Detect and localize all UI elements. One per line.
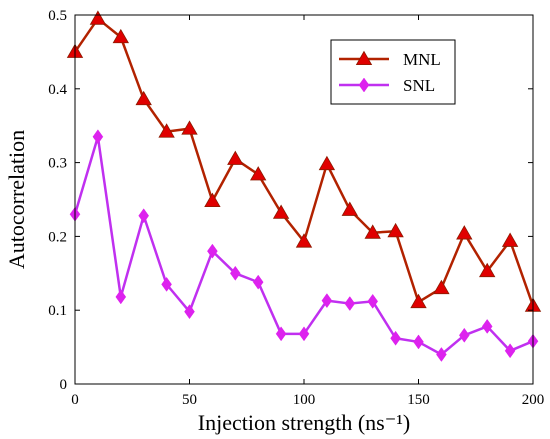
data-point-snl bbox=[207, 243, 218, 259]
y-tick-label: 0.3 bbox=[48, 156, 67, 172]
x-tick-label: 150 bbox=[407, 392, 430, 408]
x-tick-label: 100 bbox=[293, 392, 316, 408]
x-tick-label: 200 bbox=[522, 392, 545, 408]
data-point-snl bbox=[390, 330, 401, 346]
data-point-mnl bbox=[204, 192, 221, 208]
legend-marker bbox=[355, 50, 373, 66]
data-point-mnl bbox=[456, 225, 473, 240]
series-mnl bbox=[66, 10, 542, 312]
plot-area bbox=[66, 10, 542, 362]
data-point-mnl bbox=[112, 28, 129, 44]
x-tick-label: 50 bbox=[182, 392, 197, 408]
x-tick-label: 0 bbox=[71, 392, 79, 408]
data-point-snl bbox=[161, 276, 172, 292]
legend-label: MNL bbox=[403, 50, 441, 69]
x-axis-label: Injection strength (ns⁻¹) bbox=[198, 410, 411, 435]
data-point-mnl bbox=[158, 123, 175, 138]
data-point-mnl bbox=[501, 232, 519, 247]
legend-item-mnl: MNL bbox=[339, 50, 441, 69]
data-point-snl bbox=[436, 347, 447, 362]
data-point-mnl bbox=[479, 262, 496, 278]
data-point-snl bbox=[458, 327, 470, 343]
data-point-snl bbox=[115, 289, 127, 305]
legend-item-snl: SNL bbox=[339, 76, 435, 95]
data-point-mnl bbox=[295, 233, 313, 248]
data-point-mnl bbox=[227, 150, 244, 165]
legend: MNL SNL bbox=[330, 39, 456, 105]
data-point-snl bbox=[298, 326, 310, 342]
legend-marker bbox=[358, 77, 370, 93]
y-tick-label: 0 bbox=[60, 377, 68, 393]
data-point-mnl bbox=[364, 224, 381, 239]
data-point-snl bbox=[413, 334, 424, 350]
data-point-snl bbox=[252, 274, 264, 290]
data-point-snl bbox=[367, 293, 379, 309]
data-point-snl bbox=[321, 293, 333, 309]
data-point-snl bbox=[138, 208, 150, 224]
data-point-mnl bbox=[318, 155, 336, 171]
data-point-snl bbox=[344, 296, 356, 311]
data-point-snl bbox=[481, 319, 493, 334]
data-point-mnl bbox=[135, 90, 152, 106]
data-point-snl bbox=[184, 304, 195, 320]
y-tick-label: 0.5 bbox=[48, 8, 67, 24]
data-point-mnl bbox=[410, 293, 427, 309]
axis-ticks: 0 50 100 150 200 0 0.1 0.2 0.3 0.4 0.5 bbox=[48, 8, 544, 408]
data-point-snl bbox=[504, 343, 516, 359]
data-point-snl bbox=[229, 265, 241, 281]
data-point-mnl bbox=[272, 204, 290, 219]
legend-box bbox=[330, 39, 456, 105]
data-point-mnl bbox=[341, 201, 358, 216]
data-point-mnl bbox=[181, 120, 198, 135]
y-tick-label: 0.2 bbox=[48, 229, 67, 245]
data-point-snl bbox=[92, 129, 104, 145]
data-point-mnl bbox=[89, 10, 107, 25]
series-snl bbox=[69, 129, 539, 362]
y-axis-label: Autocorrelation bbox=[4, 130, 29, 269]
data-point-mnl bbox=[387, 222, 404, 238]
data-point-mnl bbox=[433, 279, 450, 295]
legend-label: SNL bbox=[403, 76, 435, 95]
data-point-snl bbox=[275, 326, 287, 342]
y-tick-label: 0.1 bbox=[48, 303, 67, 319]
y-tick-label: 0.4 bbox=[48, 82, 67, 98]
data-point-mnl bbox=[250, 166, 267, 181]
